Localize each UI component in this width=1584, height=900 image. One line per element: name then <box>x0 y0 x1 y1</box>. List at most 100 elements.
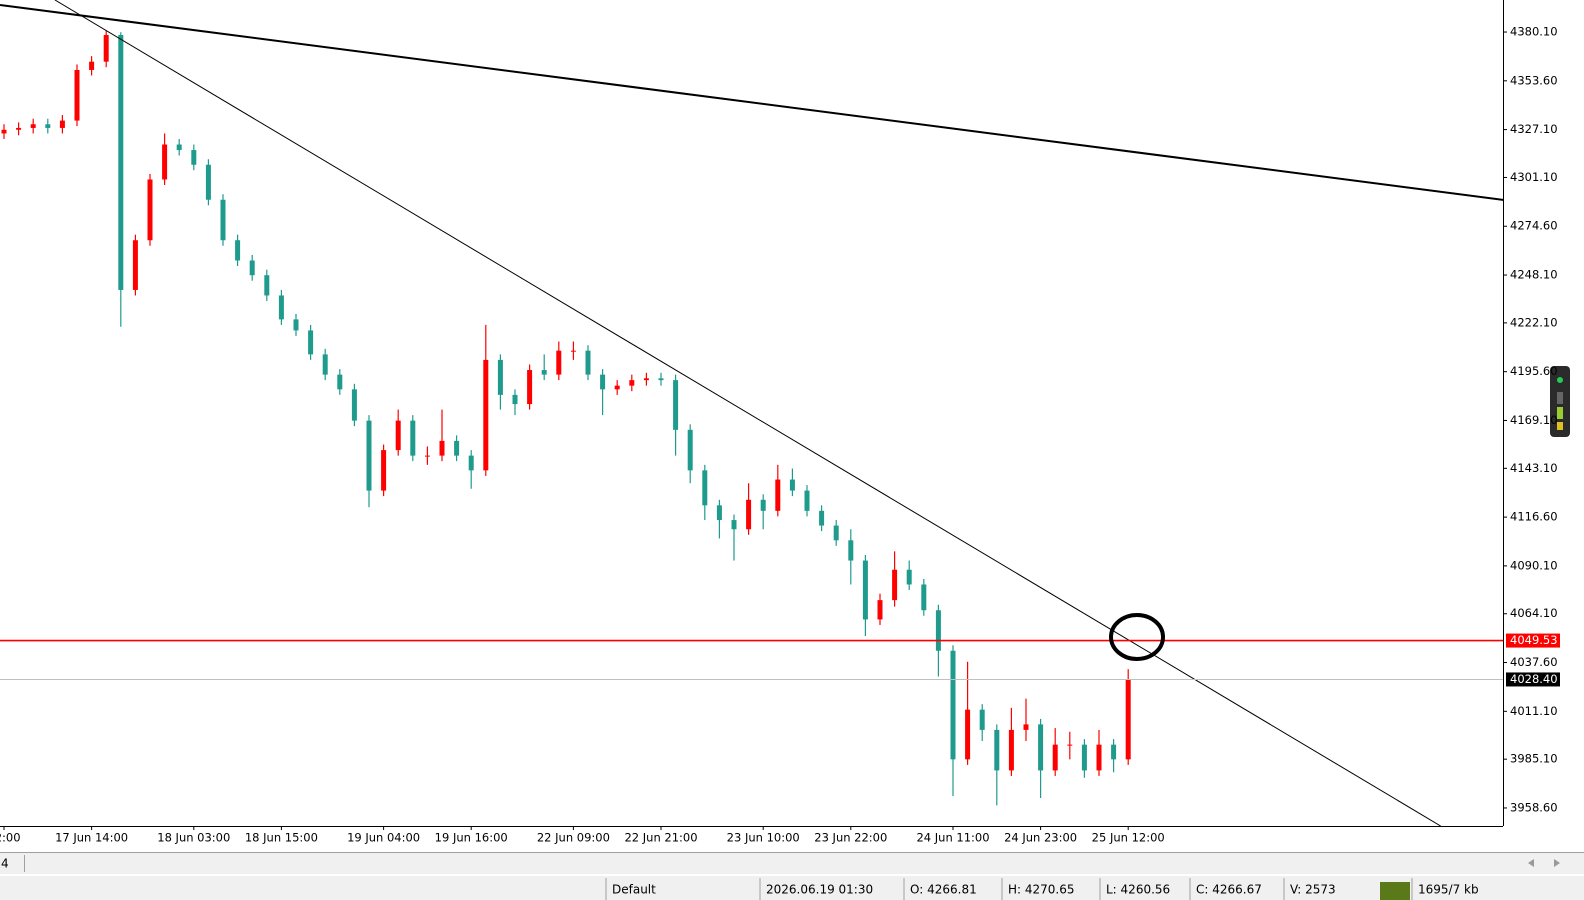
candle-body <box>775 479 781 511</box>
y-tick-label: 4064.10 <box>1510 606 1558 620</box>
status-dot <box>1557 377 1563 383</box>
status-bar <box>0 876 1584 900</box>
candle-body <box>162 144 168 180</box>
y-tick-label: 4011.10 <box>1510 704 1558 718</box>
candle-body <box>147 179 153 241</box>
candle-body <box>191 150 197 165</box>
candle-body <box>176 144 182 151</box>
candle-body <box>424 455 430 457</box>
candle-body <box>1038 724 1044 771</box>
price-label-box <box>1506 672 1560 687</box>
status-items: Default 2026.06.19 01:30 O: 4266.81 H: 4270… <box>605 878 1479 900</box>
candle-body <box>468 455 474 471</box>
y-tick-label: 4116.60 <box>1510 510 1558 524</box>
y-tick-label: 4327.10 <box>1510 122 1558 136</box>
candle-body <box>1067 744 1073 746</box>
candle-body <box>950 650 956 760</box>
candle-body <box>483 359 489 471</box>
status-item: C: 4266.67 <box>1196 883 1262 897</box>
y-tick-label: 4248.10 <box>1510 268 1558 282</box>
candle-body <box>512 394 518 405</box>
candle-body <box>293 319 299 331</box>
candle-body <box>965 709 971 760</box>
candle-body <box>892 569 898 601</box>
status-item: L: 4260.56 <box>1106 883 1170 897</box>
candle-body <box>585 350 591 375</box>
candle-body <box>979 709 985 730</box>
y-tick-label: 4353.60 <box>1510 73 1558 87</box>
candle-body <box>862 560 868 620</box>
candle-body <box>658 378 664 381</box>
trendline <box>0 3 1503 201</box>
candle-body <box>497 359 503 395</box>
tab-strip <box>0 852 1584 874</box>
x-tick-label: 02:00 <box>0 831 21 845</box>
candle-body <box>527 370 533 405</box>
y-tick-label: 4274.60 <box>1510 219 1558 233</box>
widget-bar <box>1557 392 1563 404</box>
candle-body <box>118 34 124 290</box>
candle-body <box>702 470 708 506</box>
candle-body <box>833 525 839 541</box>
y-tick-label: 4169.10 <box>1510 413 1558 427</box>
candle-body <box>454 440 460 456</box>
candle-body <box>59 120 65 128</box>
price-label: 4028.40 <box>1510 672 1558 686</box>
x-tick-label: 23 Jun 22:00 <box>814 831 887 845</box>
candle-body <box>235 240 241 261</box>
status-item: 1695/7 kb <box>1418 883 1479 897</box>
candle-body <box>819 510 825 526</box>
y-tick-label: 4301.10 <box>1510 170 1558 184</box>
status-item: O: 4266.81 <box>910 883 977 897</box>
y-tick-label: 4222.10 <box>1510 315 1558 329</box>
y-tick-label: 4380.10 <box>1510 25 1558 39</box>
candle-body <box>760 499 766 511</box>
x-tick-label: 24 Jun 23:00 <box>1004 831 1077 845</box>
candle-body <box>264 275 270 296</box>
candle-body <box>746 499 752 530</box>
highlight-circle <box>1109 613 1165 661</box>
candle-body <box>600 374 606 390</box>
candle-body <box>1023 724 1029 730</box>
candle-body <box>614 385 620 390</box>
y-tick-label: 4195.60 <box>1510 364 1558 378</box>
widget-bar <box>1557 422 1563 430</box>
candle-body <box>731 520 737 530</box>
candle-body <box>132 240 138 290</box>
plot-area <box>0 0 1503 826</box>
candle-body <box>716 505 722 521</box>
tab-label[interactable]: 4 <box>1 857 9 871</box>
candle-body <box>629 380 635 386</box>
candle-body <box>541 370 547 375</box>
y-tick-label: 4143.10 <box>1510 461 1558 475</box>
status-item: Default <box>612 883 656 897</box>
candle-body <box>337 374 343 390</box>
candle-body <box>1008 729 1014 771</box>
candle-body <box>994 729 1000 771</box>
candle-body <box>906 569 912 585</box>
y-tick-label: 4037.60 <box>1510 655 1558 669</box>
x-tick-label: 18 Jun 03:00 <box>157 831 230 845</box>
candle-body <box>74 69 80 121</box>
candle-body <box>439 440 445 456</box>
candle-body <box>410 420 416 456</box>
candle-body <box>16 127 22 130</box>
y-tick-label: 4090.10 <box>1510 558 1558 572</box>
candle-body <box>366 420 372 491</box>
candle-body <box>45 124 51 128</box>
scroll-left[interactable] <box>1528 859 1534 867</box>
candle-body <box>30 124 36 128</box>
price-label-box <box>1506 633 1560 648</box>
candle-body <box>1125 679 1131 760</box>
scroll-right[interactable] <box>1554 859 1560 867</box>
candle-body <box>1081 744 1087 771</box>
x-tick-label: 23 Jun 10:00 <box>727 831 800 845</box>
x-tick-label: 22 Jun 09:00 <box>537 831 610 845</box>
candle-body <box>877 600 883 620</box>
candle-body <box>921 584 927 611</box>
status-item: 2026.06.19 01:30 <box>766 883 873 897</box>
candle-body <box>220 199 226 241</box>
candle-body <box>935 610 941 651</box>
candle-body <box>673 380 679 430</box>
